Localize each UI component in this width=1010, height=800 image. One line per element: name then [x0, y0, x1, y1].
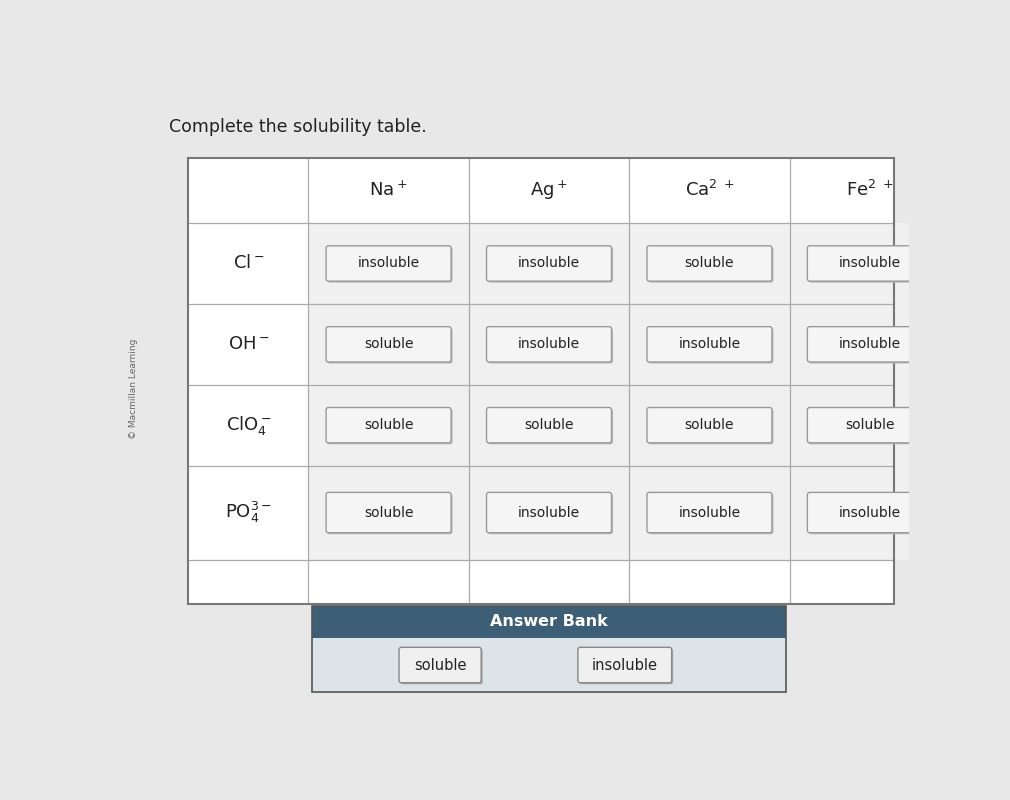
- Text: $\mathrm{Cl}^-$: $\mathrm{Cl}^-$: [232, 254, 264, 273]
- FancyBboxPatch shape: [488, 247, 613, 282]
- Text: $\mathrm{OH}^-$: $\mathrm{OH}^-$: [227, 335, 269, 354]
- Bar: [790, 223, 950, 304]
- FancyBboxPatch shape: [578, 647, 672, 682]
- FancyBboxPatch shape: [647, 493, 772, 533]
- FancyBboxPatch shape: [809, 328, 934, 363]
- Bar: [790, 385, 950, 466]
- FancyBboxPatch shape: [488, 328, 613, 363]
- Bar: [469, 385, 629, 466]
- Text: $\mathrm{Ca}^{2\ +}$: $\mathrm{Ca}^{2\ +}$: [685, 180, 734, 200]
- Text: Answer Bank: Answer Bank: [490, 614, 608, 630]
- FancyBboxPatch shape: [809, 494, 934, 534]
- Text: soluble: soluble: [685, 257, 734, 270]
- Text: insoluble: insoluble: [518, 257, 580, 270]
- FancyBboxPatch shape: [326, 246, 451, 281]
- Bar: [469, 466, 629, 559]
- Bar: [629, 466, 790, 559]
- Text: $\mathrm{Fe}^{2\ +}$: $\mathrm{Fe}^{2\ +}$: [846, 180, 894, 200]
- FancyBboxPatch shape: [487, 407, 611, 443]
- Text: insoluble: insoluble: [679, 338, 740, 351]
- Bar: [312, 606, 786, 638]
- Bar: [790, 304, 950, 385]
- FancyBboxPatch shape: [647, 326, 772, 362]
- FancyBboxPatch shape: [401, 649, 483, 684]
- FancyBboxPatch shape: [487, 326, 611, 362]
- FancyBboxPatch shape: [807, 407, 932, 443]
- Text: $\mathrm{Na}^+$: $\mathrm{Na}^+$: [370, 181, 408, 200]
- Bar: [790, 466, 950, 559]
- FancyBboxPatch shape: [327, 247, 452, 282]
- FancyBboxPatch shape: [327, 328, 452, 363]
- Text: insoluble: insoluble: [358, 257, 419, 270]
- FancyBboxPatch shape: [648, 494, 774, 534]
- FancyBboxPatch shape: [399, 647, 481, 682]
- FancyBboxPatch shape: [648, 409, 774, 444]
- FancyBboxPatch shape: [488, 494, 613, 534]
- Text: soluble: soluble: [845, 418, 895, 432]
- Text: Complete the solubility table.: Complete the solubility table.: [169, 118, 426, 135]
- Bar: [469, 223, 629, 304]
- Text: insoluble: insoluble: [518, 506, 580, 519]
- FancyBboxPatch shape: [327, 494, 452, 534]
- FancyBboxPatch shape: [327, 409, 452, 444]
- Text: soluble: soluble: [685, 418, 734, 432]
- FancyBboxPatch shape: [648, 247, 774, 282]
- FancyBboxPatch shape: [326, 407, 451, 443]
- Text: © Macmillan Learning: © Macmillan Learning: [129, 338, 138, 438]
- Bar: [312, 606, 786, 692]
- Text: $\mathrm{ClO_4^-}$: $\mathrm{ClO_4^-}$: [225, 414, 271, 437]
- Bar: [308, 223, 469, 304]
- FancyBboxPatch shape: [807, 326, 932, 362]
- Bar: [629, 223, 790, 304]
- Text: insoluble: insoluble: [679, 506, 740, 519]
- Text: $\mathrm{PO_4^{3-}}$: $\mathrm{PO_4^{3-}}$: [225, 500, 272, 525]
- FancyBboxPatch shape: [580, 649, 674, 684]
- FancyBboxPatch shape: [647, 407, 772, 443]
- Bar: [469, 304, 629, 385]
- FancyBboxPatch shape: [809, 247, 934, 282]
- Bar: [308, 304, 469, 385]
- Text: soluble: soluble: [414, 658, 467, 673]
- FancyBboxPatch shape: [807, 493, 932, 533]
- Text: insoluble: insoluble: [838, 338, 901, 351]
- FancyBboxPatch shape: [326, 326, 451, 362]
- Text: insoluble: insoluble: [518, 338, 580, 351]
- Text: soluble: soluble: [364, 506, 413, 519]
- Text: insoluble: insoluble: [838, 257, 901, 270]
- Bar: [188, 158, 894, 604]
- Text: insoluble: insoluble: [838, 506, 901, 519]
- FancyBboxPatch shape: [488, 409, 613, 444]
- Text: insoluble: insoluble: [592, 658, 658, 673]
- Text: soluble: soluble: [524, 418, 574, 432]
- FancyBboxPatch shape: [487, 493, 611, 533]
- Bar: [308, 385, 469, 466]
- FancyBboxPatch shape: [647, 246, 772, 281]
- Bar: [629, 385, 790, 466]
- Text: $\mathrm{Ag}^+$: $\mathrm{Ag}^+$: [530, 178, 568, 202]
- Text: soluble: soluble: [364, 418, 413, 432]
- FancyBboxPatch shape: [487, 246, 611, 281]
- Bar: [312, 638, 786, 692]
- Bar: [188, 158, 894, 604]
- FancyBboxPatch shape: [326, 493, 451, 533]
- FancyBboxPatch shape: [648, 328, 774, 363]
- Bar: [308, 466, 469, 559]
- Text: soluble: soluble: [364, 338, 413, 351]
- Bar: [629, 304, 790, 385]
- FancyBboxPatch shape: [809, 409, 934, 444]
- FancyBboxPatch shape: [807, 246, 932, 281]
